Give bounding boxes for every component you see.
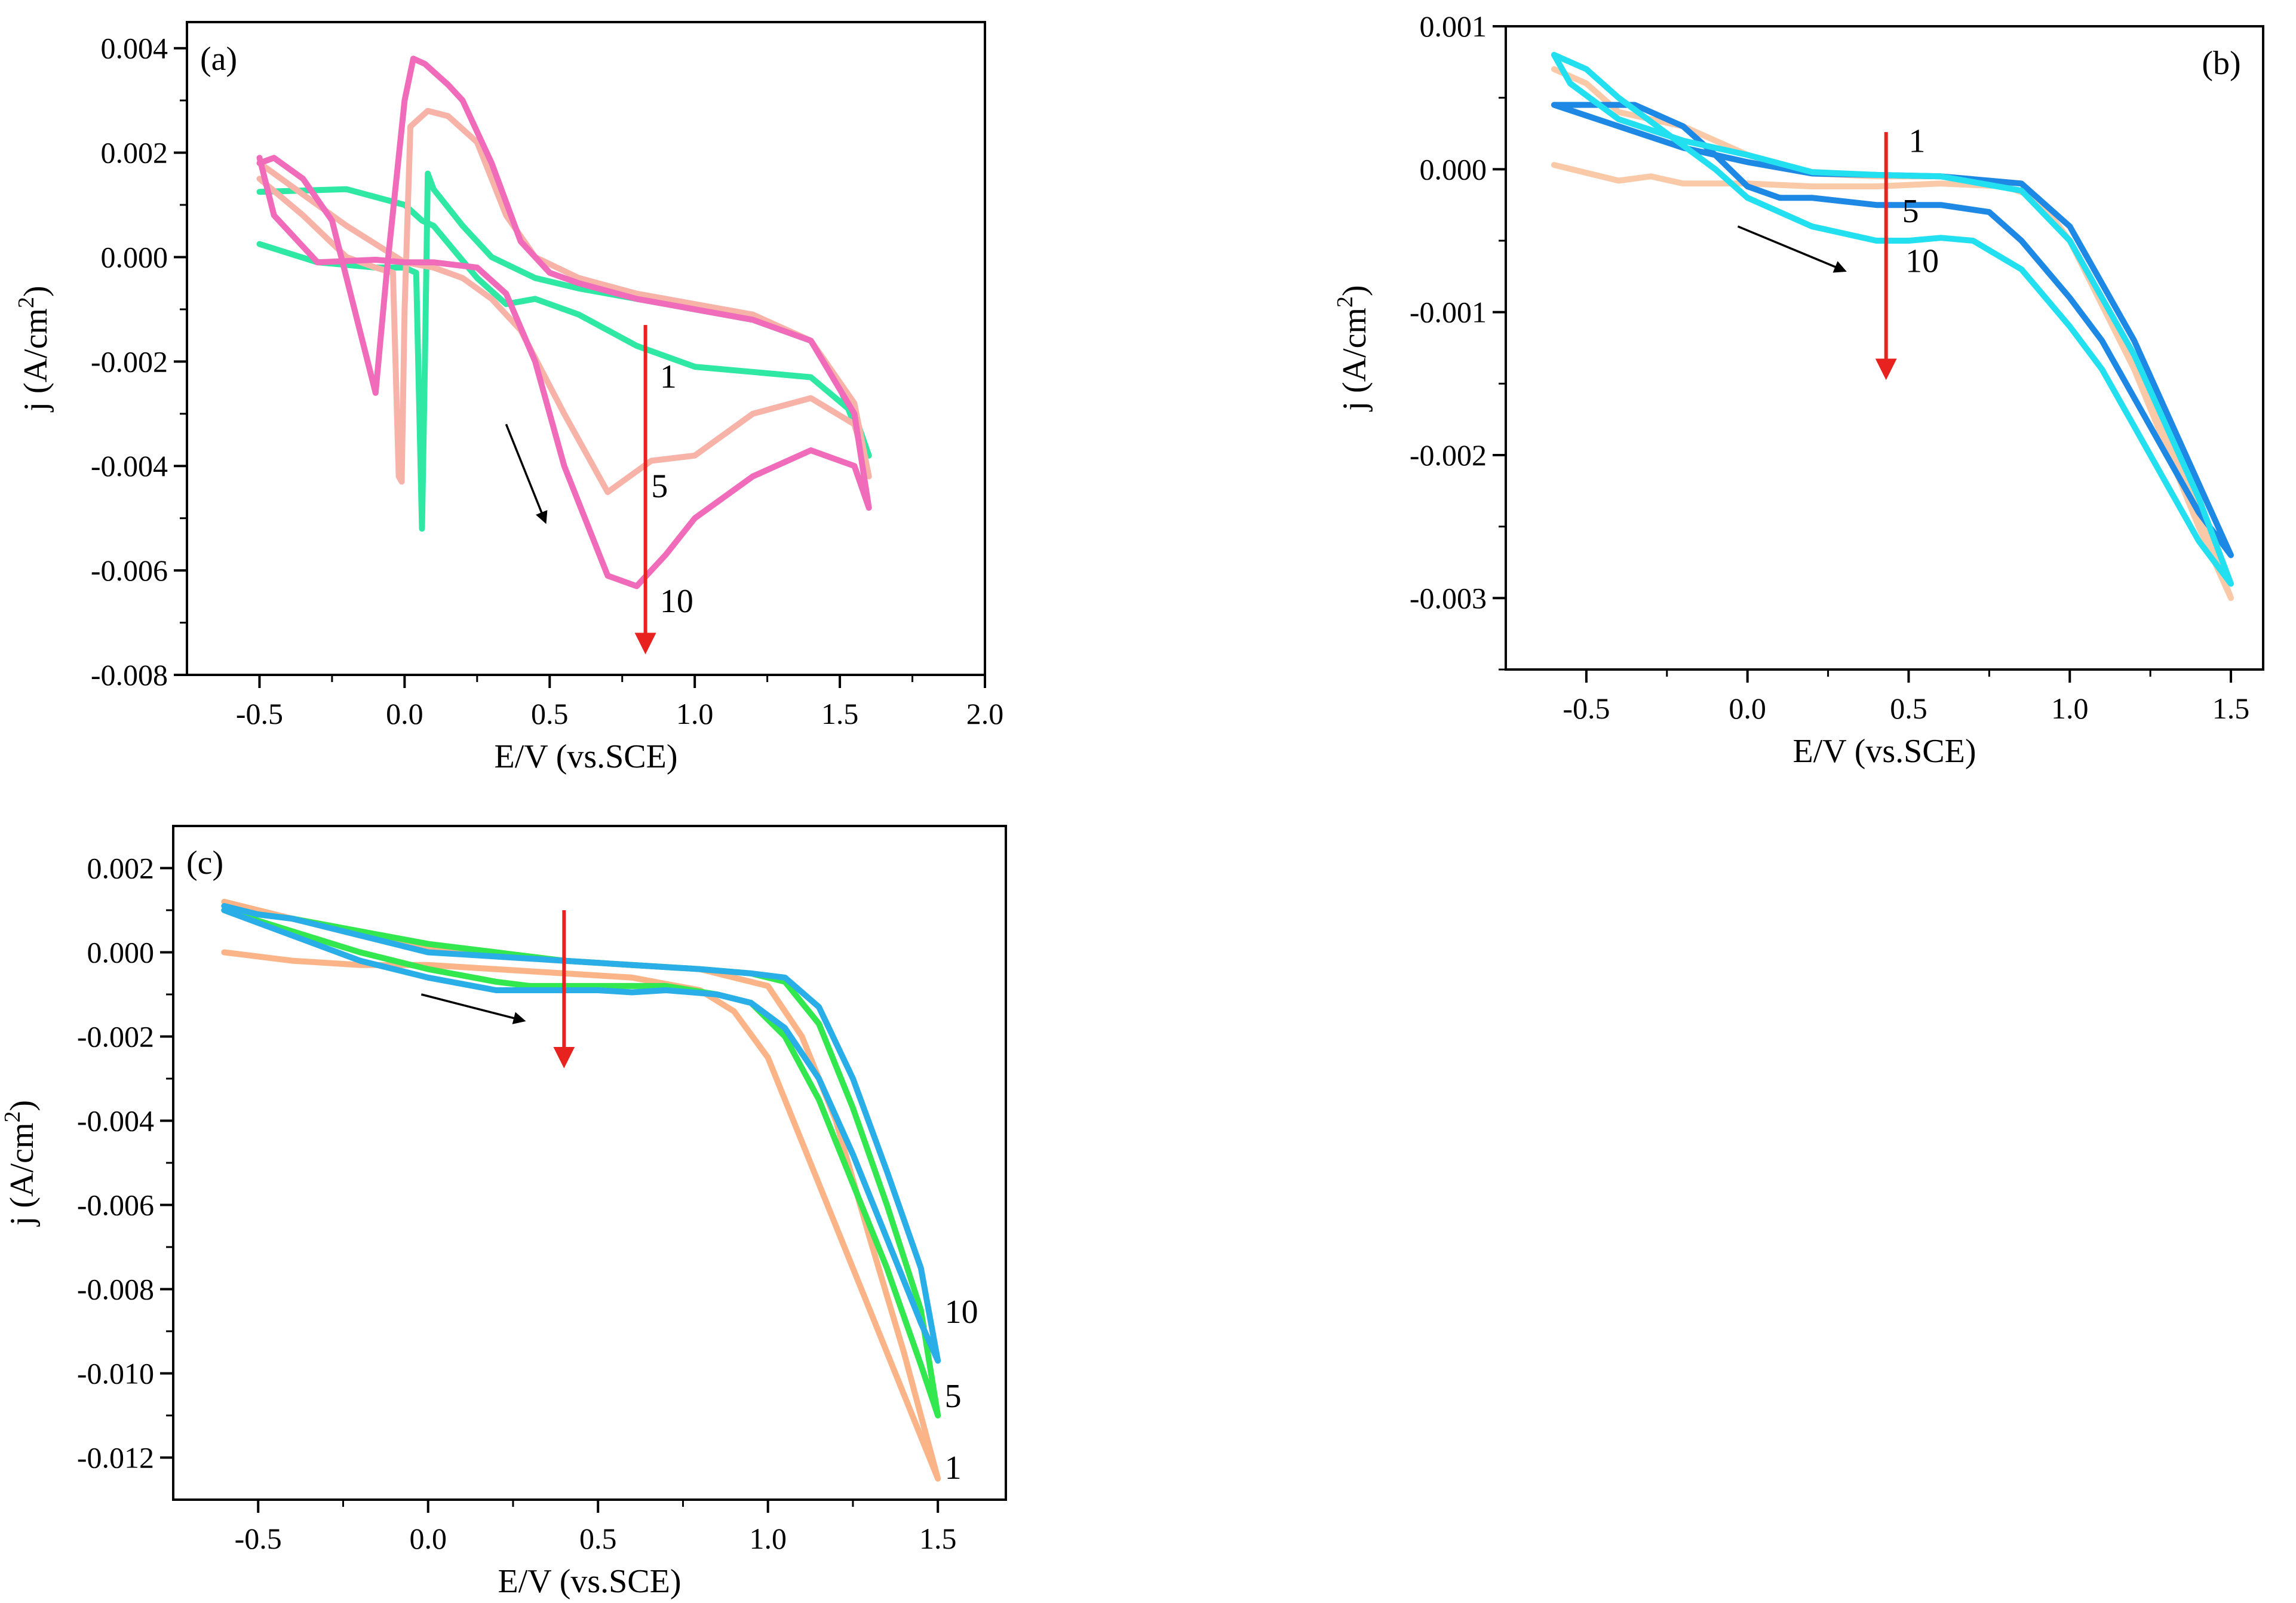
panel-a-chart: -0.5 0.0 0.5 1.0 1.5 2.0 0.004 0.002 0.000 -0.002… [14, 21, 1004, 775]
panel-c-y-tick-label: 0.000 [87, 936, 155, 969]
panel-b-y-axis-title-main: j (A/cm [1336, 308, 1373, 412]
panel-c-y-tick-label: -0.008 [77, 1273, 154, 1306]
panel-b-scan-direction-arrow [1737, 225, 1847, 273]
panel-c-series-10-line [221, 903, 941, 1364]
panel-a-x-tick-label: 2.0 [966, 697, 1004, 730]
panel-b-x-tick-label: 0.5 [1890, 692, 1927, 725]
panel-a-y-tick-label: -0.002 [91, 345, 168, 378]
panel-a-x-tick-label: 0.0 [386, 697, 423, 730]
panel-c-y-tick-label: -0.010 [77, 1357, 154, 1390]
panel-b-plot-frame [1505, 25, 2264, 671]
panel-b-x-tick-label: 0.0 [1729, 692, 1766, 725]
panel-a-y-axis-title: j (A/cm2) [14, 285, 54, 412]
panel-b-y-tick-label: 0.001 [1420, 10, 1487, 43]
panel-b-x-tick-label: 1.0 [2051, 692, 2089, 725]
panel-c-curve-label: 1 [945, 1450, 962, 1487]
panel-c-y-tick-label: -0.004 [77, 1104, 154, 1138]
panel-b-y-axis-title-close: ) [1336, 285, 1373, 296]
panel-a-y-tick-label: 0.004 [101, 32, 168, 65]
panel-a-y-axis-title-main: j (A/cm [17, 308, 54, 413]
panel-c-x-tick-label: 0.0 [409, 1522, 447, 1555]
panel-b-x-tick-label: -0.5 [1563, 692, 1610, 725]
panel-a-y-tick-label: -0.008 [91, 658, 168, 692]
panel-a-curve-label: 5 [651, 468, 668, 505]
panel-c-y-tick-label: -0.002 [77, 1020, 154, 1054]
panel-c-y-axis-title-main: j (A/cm [4, 1123, 41, 1227]
panel-c-x-tick-label: 1.0 [749, 1522, 787, 1555]
panel-a-y-tick-label: 0.002 [101, 136, 168, 170]
panel-b-curve-label: 1 [1908, 123, 1925, 160]
panel-b-y-axis-title-sup: 2 [1333, 296, 1358, 308]
panel-a-curve-label: 10 [660, 583, 693, 620]
panel-c-x-tick-label: 1.5 [919, 1522, 957, 1555]
panel-b-series-10-line [1551, 51, 2234, 587]
panel-c-x-tick-label: 0.5 [579, 1522, 617, 1555]
panel-b-y-tick-label: -0.003 [1410, 581, 1487, 615]
panel-c-y-tick-label: -0.012 [77, 1441, 154, 1475]
panel-a-y-tick-label: 0.000 [101, 240, 168, 274]
panel-b-y-axis-title: j (A/cm2) [1333, 285, 1373, 412]
panel-c-x-axis-title: E/V (vs.SCE) [498, 1563, 682, 1600]
panel-a-y-axis-title-close: ) [17, 285, 54, 297]
panel-c-y-axis-title-close: ) [4, 1100, 41, 1111]
panel-c-scan-direction-arrow [420, 993, 526, 1024]
panel-c-y-tick-label: 0.002 [87, 852, 155, 885]
panel-c-curve-label: 5 [945, 1378, 962, 1415]
panel-b-curve-label: 10 [1905, 243, 1939, 280]
panel-c-y-tick-label: -0.006 [77, 1189, 154, 1222]
panel-a-panel-label: (a) [200, 41, 237, 78]
panel-a-x-axis-title: E/V (vs.SCE) [495, 738, 678, 775]
panel-a-series-10-line [256, 56, 872, 589]
panel-c-panel-label: (c) [186, 845, 223, 882]
panel-c-y-axis-title-sup: 2 [0, 1111, 25, 1123]
panel-a-x-tick-label: 0.5 [531, 697, 569, 730]
panel-c-curve-label: 10 [945, 1294, 978, 1331]
panel-c-x-tick-label: -0.5 [235, 1522, 282, 1555]
panel-b-panel-label: (b) [2202, 45, 2240, 82]
panel-a-x-tick-label: 1.5 [821, 697, 859, 730]
panel-b-y-tick-label: -0.001 [1410, 296, 1487, 329]
panel-a-y-axis-title-sup: 2 [14, 297, 39, 308]
panel-b-chart: -0.5 0.0 0.5 1.0 1.5 0.001 0.000 -0.001 -0.002 -0… [1333, 10, 2264, 770]
panel-b-curve-label: 5 [1902, 193, 1919, 230]
panel-a-y-tick-label: -0.006 [91, 554, 168, 587]
panel-b-y-tick-label: -0.002 [1410, 438, 1487, 472]
panel-a-x-tick-label: 1.0 [676, 697, 714, 730]
panel-b-x-axis-title: E/V (vs.SCE) [1793, 733, 1976, 770]
panel-a-x-tick-label: -0.5 [236, 697, 283, 730]
panel-c-y-axis-title: j (A/cm2) [0, 1100, 41, 1227]
panel-a-y-tick-label: -0.004 [91, 449, 168, 483]
panel-a-scan-direction-arrow [505, 423, 548, 524]
panel-a-plot-frame [186, 21, 986, 676]
panel-b-x-tick-label: 1.5 [2212, 692, 2250, 725]
panel-c-chart: -0.5 0.0 0.5 1.0 1.5 0.002 0.000 -0.002 -0.004 -0… [0, 825, 1007, 1600]
panel-a-curve-label: 1 [660, 358, 677, 395]
panel-b-y-tick-label: 0.000 [1420, 152, 1487, 186]
panel-c-series-5-line [221, 907, 941, 1418]
